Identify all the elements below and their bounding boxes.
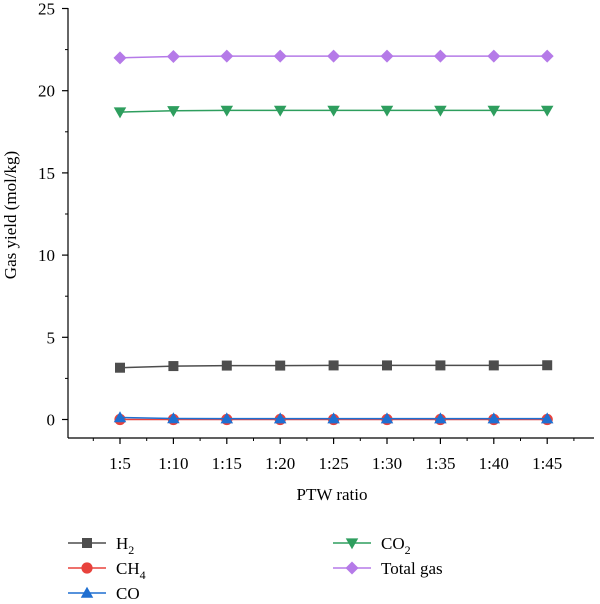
legend-item: CO2 — [333, 534, 411, 557]
data-point — [328, 360, 339, 371]
y-tick-label: 20 — [38, 82, 55, 101]
data-point — [167, 106, 180, 118]
data-point — [168, 361, 179, 372]
y-axis-title: Gas yield (mol/kg) — [1, 151, 20, 279]
data-point — [434, 412, 447, 424]
data-point — [113, 51, 127, 65]
data-point — [220, 105, 234, 117]
data-point — [167, 412, 180, 424]
y-tick-label: 0 — [47, 411, 56, 430]
legend-item: CO — [68, 584, 140, 603]
series-2 — [113, 411, 554, 424]
legend-marker — [81, 562, 93, 574]
data-point — [434, 105, 447, 117]
legend-item: Total gas — [333, 559, 443, 578]
data-point — [113, 107, 127, 119]
x-tick-label: 1:10 — [158, 454, 188, 473]
data-point — [115, 362, 125, 373]
data-point — [221, 360, 232, 371]
data-point — [380, 105, 394, 117]
x-tick-label: 1:30 — [372, 454, 402, 473]
data-point — [435, 360, 446, 371]
data-point — [540, 412, 554, 424]
legend-label: CH4 — [116, 559, 146, 582]
data-point — [433, 49, 447, 63]
data-point — [487, 105, 501, 117]
legend-marker — [80, 586, 94, 598]
x-axis-title: PTW ratio — [297, 485, 368, 504]
data-point — [380, 49, 394, 63]
data-point — [327, 105, 340, 117]
y-tick-label: 15 — [38, 164, 55, 183]
data-point — [487, 412, 501, 424]
legend-label: CO2 — [381, 534, 411, 557]
series-0 — [115, 360, 553, 373]
x-ticks: 1:5 1:10 1:15 1:20 1:25 1:30 1:35 1:40 1:45 — [92, 438, 575, 473]
y-tick-label: 10 — [38, 246, 55, 265]
legend-label: Total gas — [381, 559, 443, 578]
axes — [67, 8, 594, 439]
series-group — [113, 49, 554, 426]
legend-item: CH4 — [68, 559, 146, 582]
data-point — [113, 411, 127, 423]
series-4 — [113, 49, 554, 65]
data-point — [487, 49, 501, 63]
x-tick-label: 1:5 — [109, 454, 131, 473]
data-point — [273, 412, 287, 424]
x-tick-label: 1:45 — [532, 454, 562, 473]
data-point — [382, 360, 392, 371]
legend-item: H2 — [68, 534, 134, 557]
legend-marker — [345, 561, 359, 575]
data-point — [488, 360, 499, 371]
y-tick-label: 5 — [47, 328, 56, 347]
x-tick-label: 1:35 — [425, 454, 455, 473]
x-tick-label: 1:20 — [265, 454, 295, 473]
data-point — [380, 412, 394, 424]
x-tick-label: 1:25 — [318, 454, 348, 473]
data-point — [166, 50, 180, 64]
y-tick-label: 25 — [38, 0, 55, 19]
legend-label: CO — [116, 584, 140, 603]
data-point — [542, 360, 553, 371]
y-ticks: 0 5 10 15 20 25 — [38, 0, 68, 430]
data-point — [540, 49, 554, 63]
legend-label: H2 — [116, 534, 134, 557]
data-point — [273, 49, 287, 63]
legend-marker — [345, 538, 359, 550]
data-point — [273, 105, 287, 117]
data-point — [327, 49, 341, 63]
legend-marker — [82, 538, 92, 548]
data-point — [220, 49, 234, 63]
x-tick-label: 1:15 — [212, 454, 242, 473]
data-point — [327, 412, 340, 424]
data-point — [540, 105, 554, 117]
series-3 — [113, 105, 554, 119]
data-point — [220, 412, 234, 424]
data-point — [275, 360, 286, 371]
x-tick-label: 1:40 — [479, 454, 509, 473]
